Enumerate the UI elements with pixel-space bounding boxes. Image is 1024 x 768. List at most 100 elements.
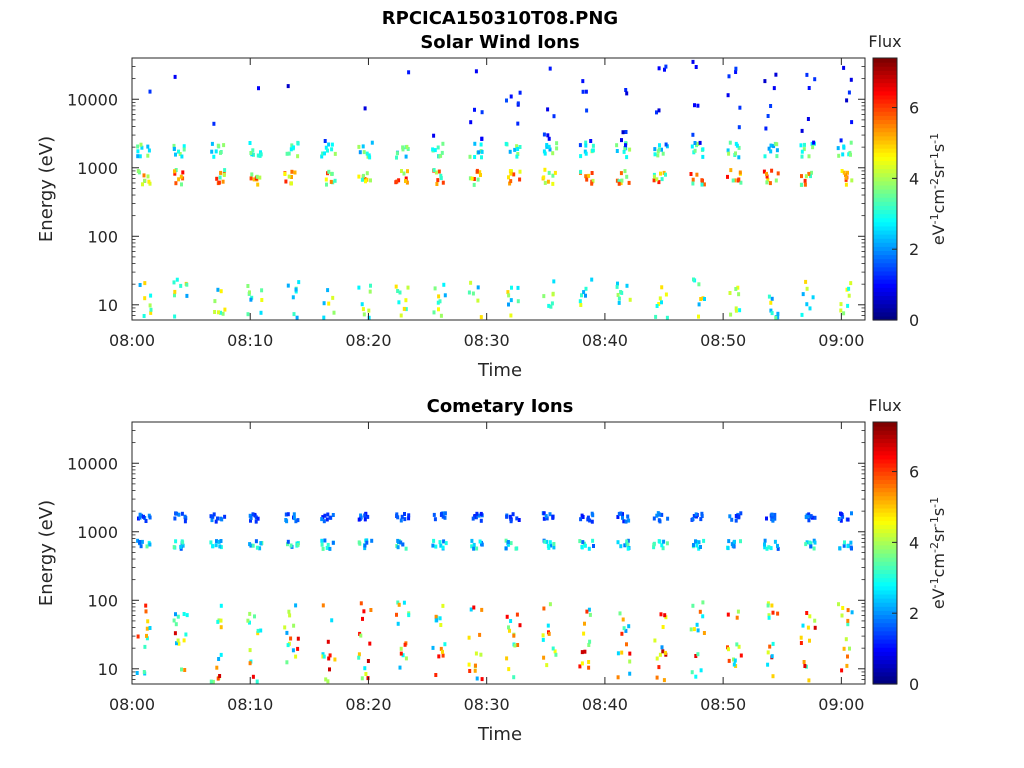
heatmap-cell: [766, 603, 770, 608]
heatmap-cell: [588, 639, 592, 644]
heatmap-cell: [655, 675, 659, 680]
heatmap-cell: [181, 540, 185, 545]
heatmap-cell: [397, 300, 401, 305]
colorbar-swatch: [873, 254, 897, 260]
colorbar-swatch: [873, 66, 897, 71]
colorbar-swatch: [873, 610, 897, 615]
heatmap-cell: [548, 512, 552, 517]
heatmap-cell: [504, 538, 508, 543]
heatmap-cell: [285, 630, 289, 635]
heatmap-cell: [366, 659, 370, 663]
heatmap-cell: [541, 637, 545, 642]
heatmap-cell: [762, 169, 766, 174]
heatmap-cell: [439, 623, 443, 627]
heatmap-cell: [475, 546, 479, 551]
heatmap-cell: [552, 114, 556, 119]
colorbar-unit-label: eV-1cm-2sr-1s-1: [928, 497, 948, 609]
heatmap-cell: [480, 110, 484, 115]
heatmap-cell: [399, 651, 403, 656]
heatmap-cell: [402, 171, 406, 176]
heatmap-cell: [216, 676, 220, 681]
heatmap-cell: [621, 617, 625, 622]
heatmap-cell: [617, 181, 621, 186]
heatmap-cell: [181, 543, 185, 548]
panel-solar-wind: Solar Wind Ions 08:00 08:10 08:20 08:30 08:4…: [36, 32, 948, 381]
colorbar-swatch: [873, 651, 897, 656]
heatmap-cell: [143, 644, 147, 649]
heatmap-cell: [659, 612, 663, 617]
heatmap-cell: [775, 142, 779, 147]
heatmap-cell: [518, 623, 522, 628]
colorbar-swatch: [873, 548, 897, 554]
heatmap-cell: [548, 602, 552, 607]
heatmap-cell: [249, 151, 253, 155]
heatmap-cell: [218, 544, 222, 549]
heatmap-cell: [435, 182, 439, 186]
heatmap-cell: [587, 546, 591, 551]
heatmap-cell: [580, 661, 584, 666]
heatmap-cell: [691, 177, 695, 182]
heatmap-cell: [620, 178, 624, 183]
heatmap-cell: [177, 641, 181, 646]
heatmap-cell: [296, 518, 300, 523]
heatmap-cell: [655, 177, 659, 182]
heatmap-cell: [258, 546, 262, 551]
heatmap-cell: [661, 625, 665, 629]
heatmap-cell: [441, 514, 445, 519]
heatmap-cell: [733, 178, 737, 183]
colorbar-swatch: [873, 573, 897, 579]
heatmap-cell: [259, 628, 263, 633]
colorbar-swatch: [873, 123, 897, 129]
colorbar-swatch: [873, 168, 897, 174]
heatmap-cell: [800, 149, 804, 154]
heatmap-cell: [516, 147, 520, 151]
heatmap-cell: [765, 171, 768, 176]
heatmap-cell: [174, 622, 178, 627]
colorbar-swatch: [873, 74, 897, 80]
heatmap-cell: [664, 292, 668, 297]
heatmap-cell: [621, 515, 624, 520]
heatmap-cell: [148, 303, 152, 308]
heatmap-cell: [439, 173, 443, 178]
heatmap-cell: [803, 142, 806, 147]
heatmap-cell: [290, 175, 293, 179]
colorbar-swatch: [873, 250, 897, 256]
heatmap-cell: [661, 546, 665, 551]
heatmap-cell: [516, 101, 520, 106]
heatmap-cell: [516, 121, 520, 126]
heatmap-cell: [578, 299, 582, 304]
heatmap-cell: [509, 519, 513, 524]
y-axis: 10 100 1000 10000: [67, 57, 865, 321]
heatmap-cell: [407, 513, 411, 518]
heatmap-cell: [842, 144, 846, 149]
heatmap-cell: [322, 315, 326, 320]
colorbar-swatch: [873, 234, 897, 239]
heatmap-cell: [692, 277, 695, 282]
heatmap-cell: [149, 310, 153, 315]
heatmap-cell: [357, 517, 361, 522]
heatmap-cell: [283, 625, 287, 630]
y-axis-label: Energy (eV): [36, 500, 57, 606]
x-tick-label: 08:40: [582, 695, 628, 714]
heatmap-cell: [547, 170, 551, 175]
colorbar: 0 2 4 6: [872, 57, 919, 330]
heatmap-cell: [628, 671, 632, 676]
heatmap-cell: [657, 108, 661, 113]
heatmap-cell: [579, 517, 583, 522]
heatmap-cell: [441, 545, 445, 550]
colorbar-swatch: [873, 442, 897, 448]
heatmap-cell: [588, 518, 592, 523]
heatmap-cell: [172, 545, 176, 550]
heatmap-cell: [326, 639, 330, 644]
heatmap-cell: [175, 641, 178, 646]
colorbar-swatch: [873, 622, 897, 628]
heatmap-cell: [253, 614, 256, 619]
heatmap-cell: [700, 180, 704, 185]
heatmap-cell: [395, 512, 399, 517]
colorbar-swatch: [873, 561, 897, 566]
heatmap-cell: [363, 666, 367, 671]
y-axis: 10 100 1000 10000: [67, 421, 865, 685]
heatmap-cell: [321, 652, 325, 657]
heatmap-cell: [734, 518, 738, 523]
heatmap-cell: [807, 512, 811, 517]
